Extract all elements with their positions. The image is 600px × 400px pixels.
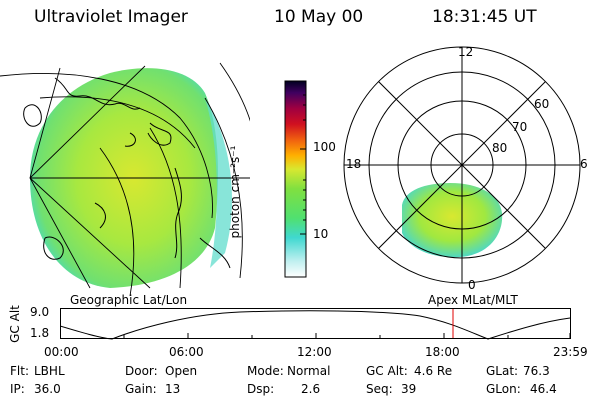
mlat-label-70: 70 (512, 120, 528, 134)
orbit-xtick-1200: 12:00 (297, 345, 332, 359)
mlt-label-6: 6 (580, 157, 588, 171)
observation-time: 18:31:45 UT (432, 7, 537, 27)
glon-value: 46.4 (530, 382, 557, 396)
glat-value: 76.3 (523, 364, 550, 378)
colorbar-tick-100: 100 (313, 140, 336, 154)
orbit-plot-ylabel: GC Alt (8, 305, 22, 343)
polar-mlat-mlt-plot (343, 46, 581, 284)
polar-plot-title: Apex MLat/MLT (428, 293, 518, 307)
colorbar-tick-10: 10 (313, 227, 329, 241)
observation-date: 10 May 00 (274, 7, 364, 27)
filter-label: Flt: (10, 364, 29, 378)
geographic-map (0, 62, 250, 296)
glat-label: GLat: (486, 364, 519, 378)
seq-value: 39 (401, 382, 417, 396)
mlt-label-0: 0 (468, 278, 476, 292)
ip-label: IP: (10, 382, 25, 396)
mlt-label-12: 12 (458, 45, 474, 59)
gc-alt-value: 4.6 Re (414, 364, 453, 378)
orbit-altitude-plot (60, 308, 571, 340)
instrument-title: Ultraviolet Imager (34, 7, 188, 27)
orbit-ytick-9: 9.0 (30, 305, 50, 319)
colorbar-unit-label: photon cm⁻²s⁻¹ (228, 145, 242, 239)
mode-label: Mode: (247, 364, 284, 378)
mode-value: Normal (287, 364, 331, 378)
mlt-label-18: 18 (346, 157, 362, 171)
door-label: Door: (125, 364, 158, 378)
dsp-label: Dsp: (247, 382, 275, 396)
altitude-curve (60, 310, 571, 340)
orbit-ytick-1.8: 1.8 (30, 326, 50, 340)
orbit-xtick-0600: 06:00 (169, 345, 204, 359)
orbit-xtick-0000: 00:00 (44, 345, 79, 359)
mlat-label-60: 60 (534, 97, 550, 111)
seq-label: Seq: (366, 382, 393, 396)
geographic-map-title: Geographic Lat/Lon (70, 293, 188, 307)
gain-value: 13 (165, 382, 181, 396)
mlat-label-80: 80 (492, 141, 508, 155)
orbit-xtick-2359: 23:59 (553, 345, 588, 359)
ip-value: 36.0 (34, 382, 61, 396)
door-value: Open (165, 364, 198, 378)
glon-label: GLon: (486, 382, 521, 396)
orbit-xtick-1800: 18:00 (425, 345, 460, 359)
auroral-oval (402, 183, 503, 258)
filter-value: LBHL (34, 364, 65, 378)
color-scale-bar (284, 80, 307, 278)
gain-label: Gain: (125, 382, 157, 396)
dsp-value: 2.6 (301, 382, 321, 396)
gc-alt-label: GC Alt: (366, 364, 408, 378)
